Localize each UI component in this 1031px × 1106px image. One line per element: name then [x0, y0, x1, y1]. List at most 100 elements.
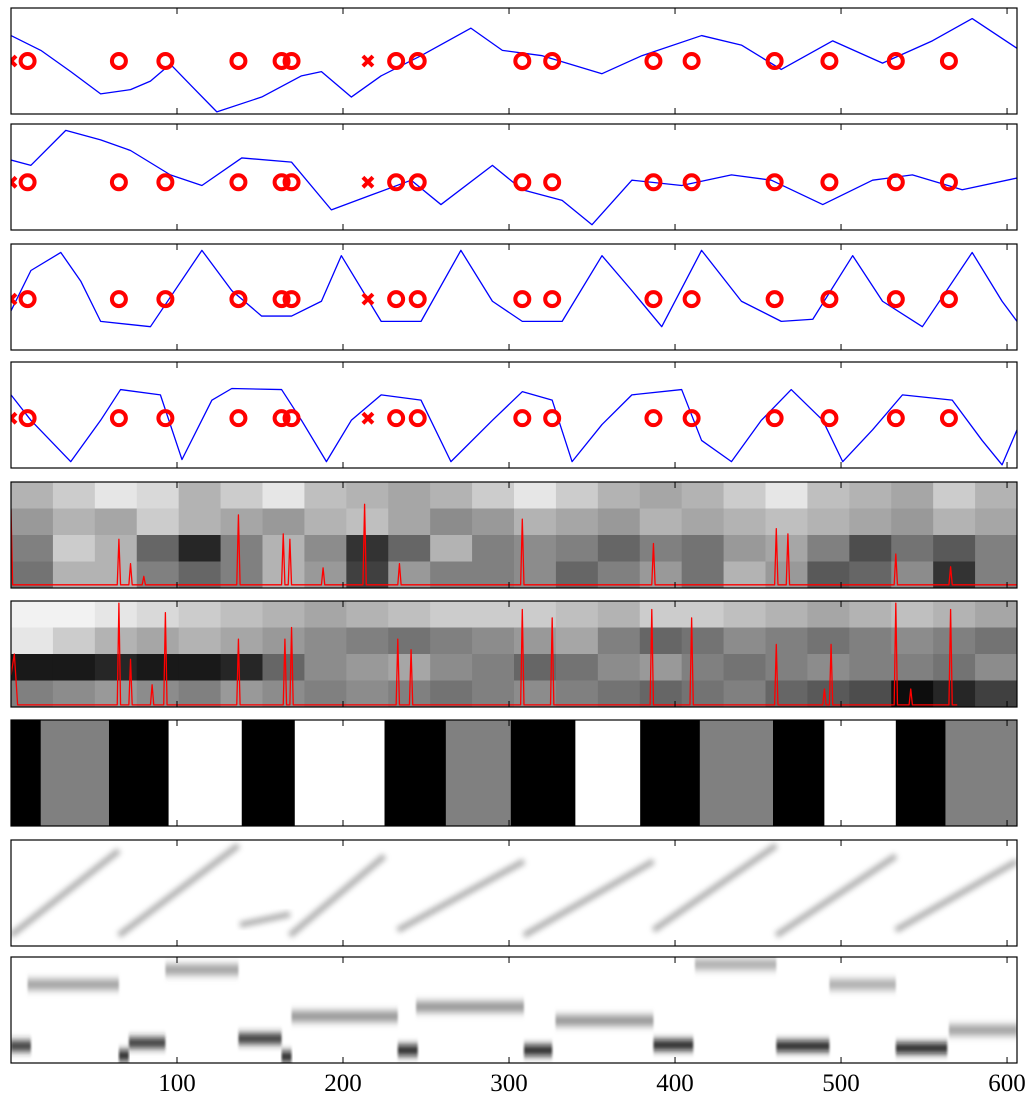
heat-cell	[472, 601, 515, 628]
heat-cell	[430, 482, 473, 509]
circle-marker	[156, 290, 175, 309]
heat-cell	[723, 601, 766, 628]
heat-cell	[639, 535, 683, 562]
circle-marker	[644, 52, 663, 70]
heat-cell	[933, 508, 976, 536]
heat-cell	[514, 654, 557, 681]
heat-cell	[681, 680, 725, 707]
heat-cell	[178, 508, 222, 536]
heat-cell	[11, 627, 54, 655]
heat-cell	[807, 508, 850, 536]
heat-cell	[975, 561, 1017, 588]
circle-marker	[820, 409, 839, 428]
range-bar	[281, 1051, 292, 1062]
panel: 100 200 300 400 500 600	[10, 956, 1026, 1097]
plot-area	[11, 842, 1017, 939]
panel-frame	[10, 361, 1018, 469]
heat-cell	[514, 535, 557, 562]
heat-cell	[849, 601, 892, 628]
circle-marker	[939, 409, 958, 428]
heat-cell	[555, 654, 599, 681]
segment	[772, 720, 825, 826]
heat-cell	[94, 508, 138, 536]
cross-marker	[361, 54, 375, 68]
heat-cell	[136, 680, 180, 707]
heat-cell	[681, 627, 725, 655]
x-tick-label: 300	[490, 1070, 528, 1097]
heat-cell	[11, 482, 54, 509]
heat-cell	[52, 482, 96, 509]
range-bar	[27, 979, 119, 990]
panel-frame	[10, 7, 1018, 115]
circle-marker	[682, 409, 701, 428]
heat-cell	[933, 680, 976, 707]
panel-frame	[10, 123, 1018, 231]
heat-cell	[975, 680, 1017, 707]
heat-cell	[514, 601, 557, 628]
circle-marker	[886, 290, 905, 309]
range-bar	[416, 1001, 524, 1012]
heat-cell	[891, 601, 934, 628]
heat-cell	[891, 508, 934, 536]
heat-cell	[555, 508, 599, 536]
line	[11, 503, 1017, 586]
panel-frame	[10, 719, 1018, 827]
cross-marker	[11, 292, 18, 306]
heat-cell	[304, 654, 347, 681]
circle-marker	[387, 290, 406, 309]
heat-cell	[388, 482, 431, 509]
heat-cell	[933, 482, 976, 509]
circle-marker	[886, 52, 905, 70]
panel-frame	[10, 956, 1018, 1064]
circle-marker	[229, 173, 248, 192]
heat-cell	[388, 508, 431, 536]
segment	[11, 720, 41, 826]
circle-marker	[408, 290, 427, 309]
cross-marker	[361, 411, 375, 425]
heat-cell	[262, 627, 305, 655]
heat-cell	[723, 654, 766, 681]
heat-cell	[472, 535, 515, 562]
heat-cell	[639, 680, 683, 707]
circle-marker	[543, 290, 562, 309]
heat-cell	[94, 482, 138, 509]
range-bar	[895, 1043, 948, 1054]
heat-cell	[430, 561, 473, 588]
heat-cell	[346, 482, 389, 509]
streak	[117, 842, 241, 938]
heat-cell	[555, 561, 599, 588]
range-bar	[829, 979, 896, 990]
heat-cell	[430, 654, 473, 681]
heat-cell	[178, 654, 222, 681]
segment	[824, 720, 896, 826]
cross-marker	[361, 175, 375, 189]
heat-cell	[262, 601, 305, 628]
segment	[895, 720, 946, 826]
heat-cell	[178, 482, 222, 509]
heat-cell	[807, 654, 850, 681]
segment	[575, 720, 641, 826]
segment	[168, 720, 242, 826]
circle-marker	[513, 409, 532, 428]
plot-area	[11, 482, 1017, 588]
circle-marker	[886, 173, 905, 192]
circle-marker	[272, 52, 291, 70]
panel	[10, 243, 1018, 351]
heat-cell	[262, 508, 305, 536]
heat-cell	[933, 654, 976, 681]
heat-cell	[807, 561, 850, 588]
segment	[945, 720, 1017, 826]
circle-marker	[109, 290, 128, 309]
heat-cell	[681, 601, 725, 628]
plot-area	[11, 601, 1017, 707]
circle-marker	[408, 409, 427, 428]
segment	[640, 720, 700, 826]
heat-cell	[891, 482, 934, 509]
heat-cell	[807, 601, 850, 628]
circle-marker	[682, 290, 701, 309]
circle-marker	[682, 173, 701, 192]
panel	[10, 839, 1018, 947]
heat-cell	[136, 561, 180, 588]
heat-cell	[430, 680, 473, 707]
